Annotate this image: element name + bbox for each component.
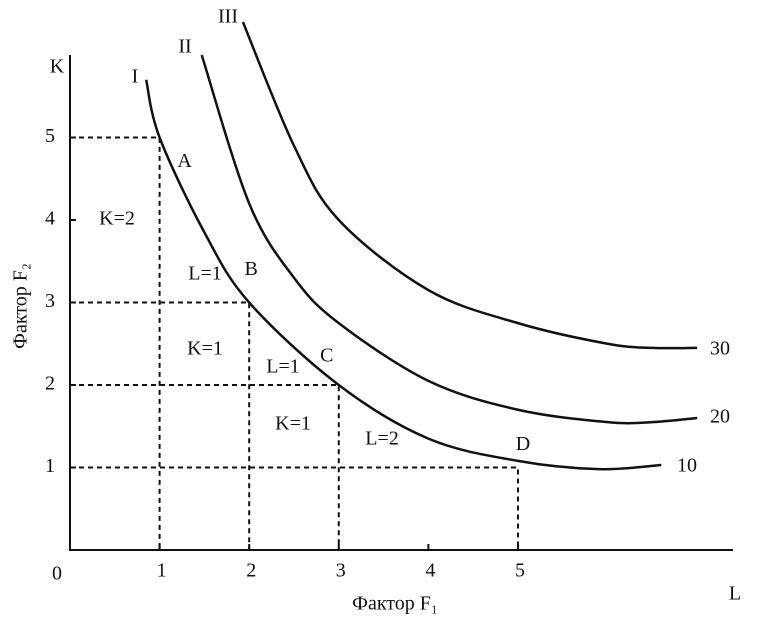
y-axis-name: K [50, 56, 65, 78]
x-tick-label: 2 [246, 560, 256, 582]
curve-level: 30 [710, 338, 730, 360]
curve-level: 20 [710, 406, 730, 428]
point-label: D [516, 433, 530, 455]
step-label: K=1 [275, 413, 311, 435]
x-tick-label: 4 [425, 560, 435, 582]
step-label: K=2 [99, 208, 135, 230]
step-label: L=1 [188, 263, 222, 285]
isoquant [200, 54, 698, 425]
isoquant [241, 21, 698, 350]
x-tick-label: 1 [157, 560, 167, 582]
x-tick-label: 5 [515, 560, 525, 582]
step-label: K=1 [187, 338, 223, 360]
x-axis-label: Фактор F₁ [352, 593, 438, 615]
guide-line [70, 301, 251, 550]
guide-line [70, 466, 519, 550]
y-tick-label: 3 [45, 290, 55, 312]
isoquant [144, 79, 662, 471]
curve-name: II [178, 36, 191, 58]
x-tick-label: 3 [336, 560, 346, 582]
point-label: A [177, 150, 192, 172]
y-axis-label: Фактор F₂ [10, 263, 32, 349]
guide-line [70, 384, 340, 550]
curve-level: 10 [677, 455, 697, 477]
x-axis-name: L [729, 583, 741, 605]
step-label: L=1 [266, 356, 300, 378]
y-tick-label: 2 [45, 373, 55, 395]
point-label: C [320, 345, 333, 367]
guide-line [70, 136, 161, 550]
y-tick-label: 4 [45, 208, 55, 230]
curve-name: I [132, 66, 139, 88]
y-tick-label: 5 [45, 125, 55, 147]
curve-name: III [218, 6, 238, 28]
step-label: L=2 [365, 428, 399, 450]
point-label: B [245, 258, 258, 280]
origin-label: 0 [52, 563, 62, 585]
y-tick-label: 1 [45, 455, 55, 477]
